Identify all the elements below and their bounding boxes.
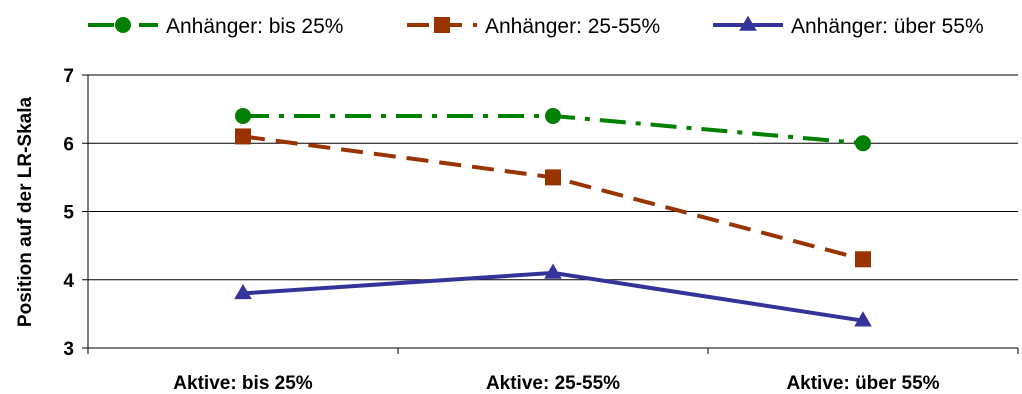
y-tick-label: 7 bbox=[63, 66, 74, 87]
series-group bbox=[234, 107, 872, 327]
data-point-triangle bbox=[544, 263, 562, 279]
legend-item-1: Anhänger: bis 25% bbox=[88, 15, 343, 38]
data-point-triangle bbox=[234, 283, 252, 300]
legend-label: Anhänger: über 55% bbox=[791, 15, 984, 38]
y-axis-label: Position auf der LR-Skala bbox=[15, 96, 36, 327]
legend-label: Anhänger: bis 25% bbox=[166, 15, 343, 38]
x-category-labels: Aktive: bis 25% Aktive: 25-55% Aktive: übe… bbox=[173, 373, 939, 394]
series-line bbox=[242, 134, 864, 262]
legend-label: Anhänger: 25-55% bbox=[485, 15, 660, 38]
y-tick-label: 3 bbox=[63, 339, 74, 360]
legend-item-3: Anhänger: über 55% bbox=[713, 15, 984, 38]
data-point-triangle bbox=[854, 311, 872, 327]
y-tick-label: 6 bbox=[63, 134, 74, 155]
series-2 bbox=[235, 128, 871, 268]
data-point-circle bbox=[855, 135, 871, 152]
y-tick-labels: 3 4 5 6 7 bbox=[63, 66, 74, 360]
series-1 bbox=[235, 107, 871, 152]
data-point-circle bbox=[115, 17, 131, 33]
x-category-label: Aktive: bis 25% bbox=[173, 373, 312, 394]
y-tick-label: 5 bbox=[63, 203, 74, 224]
data-point-square bbox=[545, 169, 561, 186]
data-point-triangle bbox=[739, 15, 757, 31]
x-category-label: Aktive: über 55% bbox=[786, 373, 939, 394]
legend-item-2: Anhänger: 25-55% bbox=[407, 15, 660, 38]
legend: Anhänger: bis 25% Anhänger: 25-55% Anhänge… bbox=[88, 15, 984, 38]
axes bbox=[82, 74, 1019, 354]
data-point-circle bbox=[545, 107, 561, 124]
data-point-square bbox=[434, 17, 450, 33]
series-3 bbox=[234, 263, 872, 327]
data-point-square bbox=[235, 128, 251, 145]
y-tick-label: 4 bbox=[63, 271, 74, 292]
data-point-circle bbox=[235, 107, 251, 124]
data-point-square bbox=[855, 251, 871, 268]
x-category-label: Aktive: 25-55% bbox=[486, 373, 620, 394]
